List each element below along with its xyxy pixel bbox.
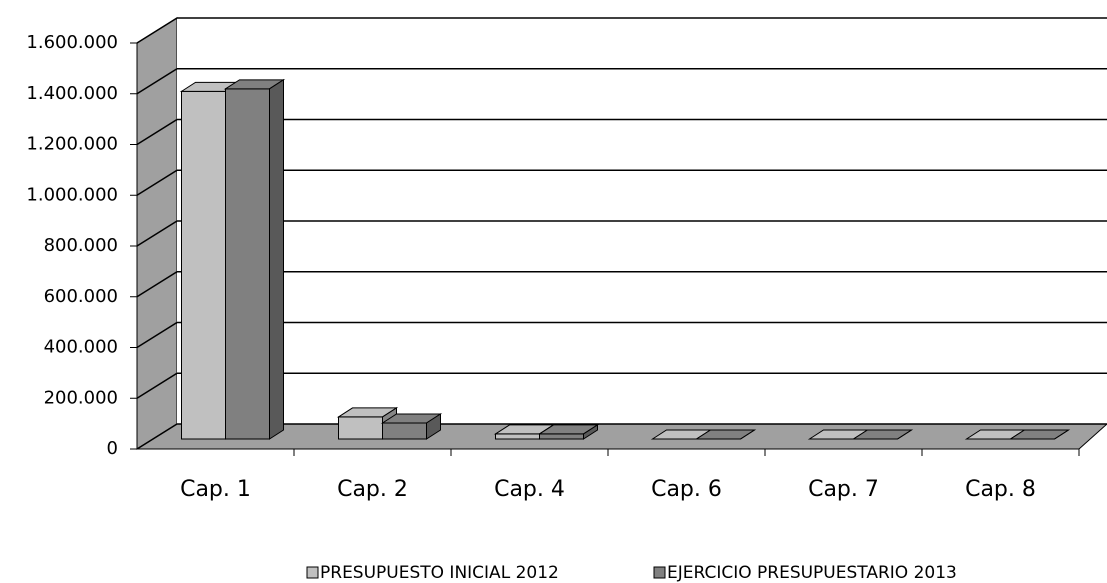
bar-front <box>382 422 427 440</box>
bar <box>1008 429 1071 440</box>
y-tick-label: 200.000 <box>44 387 118 408</box>
x-tick-label: Cap. 2 <box>337 477 408 502</box>
grid-line <box>136 17 1107 44</box>
x-tick-label: Cap. 4 <box>494 477 565 502</box>
y-tick-label: 1.000.000 <box>26 184 118 205</box>
bar-front <box>181 90 226 440</box>
grid-line <box>136 68 1107 95</box>
bar <box>851 429 914 440</box>
grid-line <box>136 118 1107 146</box>
bar-side <box>426 413 441 440</box>
y-tick-label: 0 <box>107 438 118 459</box>
legend-label: EJERCICIO PRESUPUESTARIO 2013 <box>667 563 957 583</box>
x-tick-label: Cap. 1 <box>180 477 251 502</box>
bar-side <box>583 424 598 440</box>
grid-line <box>136 169 1107 196</box>
grid-line <box>136 423 1107 450</box>
grid-line <box>136 220 1107 247</box>
bar-side-shade <box>426 414 441 439</box>
y-tick-label: 1.600.000 <box>26 32 118 53</box>
grid-line <box>136 372 1107 399</box>
bar-front <box>495 433 540 440</box>
bar-side <box>897 429 912 440</box>
legend-swatch <box>306 566 319 579</box>
bar-side-shade <box>583 424 598 439</box>
bar <box>380 413 443 440</box>
bar-side <box>740 429 755 440</box>
x-tick-label: Cap. 6 <box>651 477 722 502</box>
bar-side-shade <box>269 79 284 439</box>
y-tick-label: 1.400.000 <box>26 83 118 104</box>
grid-line <box>136 321 1107 349</box>
bar <box>537 424 600 440</box>
grid-line <box>136 271 1107 298</box>
y-tick-label: 1.200.000 <box>26 134 118 155</box>
bar-front <box>225 88 270 440</box>
bar-side <box>1054 429 1069 440</box>
bar-front <box>539 433 584 440</box>
y-tick-label: 600.000 <box>44 286 118 307</box>
x-tick-label: Cap. 8 <box>965 477 1036 502</box>
bar-side <box>269 78 284 440</box>
bar <box>694 429 757 440</box>
x-tick-label: Cap. 7 <box>808 477 879 502</box>
bar <box>223 78 286 440</box>
legend-swatch <box>653 566 666 579</box>
y-tick-label: 400.000 <box>44 337 118 358</box>
legend-label: PRESUPUESTO INICIAL 2012 <box>320 563 559 583</box>
bar-front <box>338 416 383 440</box>
y-tick-label: 800.000 <box>44 235 118 256</box>
